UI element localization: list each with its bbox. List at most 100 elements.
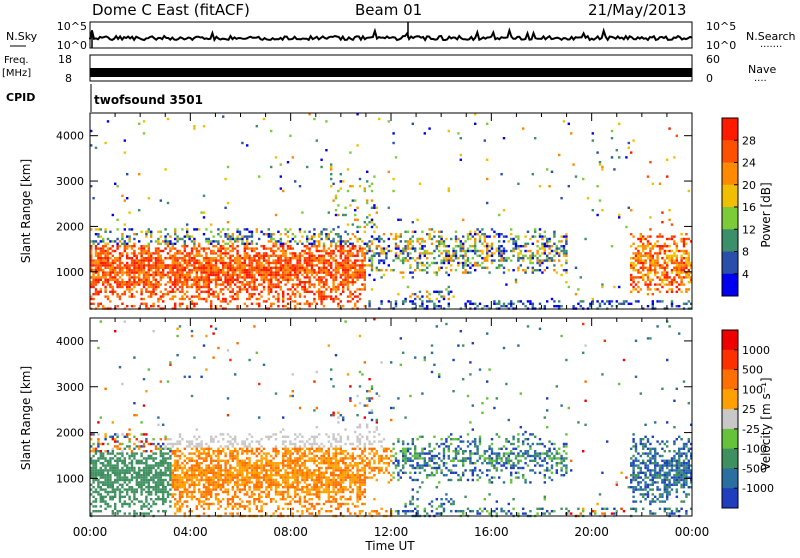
- range-cell: [184, 240, 186, 242]
- range-cell: [102, 281, 104, 283]
- range-cell: [234, 448, 236, 450]
- range-cell: [152, 488, 154, 490]
- range-cell: [275, 298, 277, 300]
- range-cell: [208, 448, 210, 450]
- range-cell: [203, 281, 205, 283]
- range-cell: [116, 440, 118, 442]
- range-cell: [649, 247, 651, 249]
- range-cell: [248, 503, 250, 505]
- range-cell: [342, 180, 344, 182]
- range-cell: [119, 271, 121, 273]
- range-cell: [306, 276, 308, 278]
- range-cell: [164, 283, 166, 285]
- range-cell: [200, 479, 202, 481]
- range-cell: [656, 264, 658, 266]
- range-cell: [152, 262, 154, 264]
- range-cell: [181, 269, 183, 271]
- range-cell: [172, 243, 174, 245]
- range-cell: [236, 298, 238, 300]
- range-cell: [419, 262, 421, 264]
- range-cell: [119, 488, 121, 490]
- range-cell: [164, 448, 166, 450]
- range-cell: [260, 438, 262, 440]
- range-cell: [126, 436, 128, 438]
- range-cell: [678, 269, 680, 271]
- range-cell: [229, 436, 231, 438]
- colorbar-tick-label: 8: [742, 246, 749, 259]
- range-cell: [676, 267, 678, 269]
- range-cell: [301, 281, 303, 283]
- range-cell: [359, 276, 361, 278]
- range-cell: [479, 235, 481, 237]
- range-cell: [397, 255, 399, 257]
- range-cell: [169, 271, 171, 273]
- range-cell: [169, 267, 171, 269]
- range-cell: [654, 262, 656, 264]
- range-cell: [416, 262, 418, 264]
- range-cell: [548, 247, 550, 249]
- range-cell: [407, 252, 409, 254]
- range-cell: [268, 283, 270, 285]
- range-cell: [114, 493, 116, 495]
- range-cell: [268, 255, 270, 257]
- range-cell: [186, 279, 188, 281]
- range-cell: [664, 269, 666, 271]
- range-cell: [301, 286, 303, 288]
- range-cell: [217, 481, 219, 483]
- range-cell: [198, 484, 200, 486]
- range-cell: [251, 269, 253, 271]
- range-cell: [104, 286, 106, 288]
- range-cell: [227, 476, 229, 478]
- range-cell: [292, 274, 294, 276]
- range-cell: [164, 288, 166, 290]
- range-cell: [167, 276, 169, 278]
- range-cell: [253, 500, 255, 502]
- range-cell: [548, 252, 550, 254]
- range-cell: [140, 250, 142, 252]
- range-cell: [517, 245, 519, 247]
- range-cell: [222, 448, 224, 450]
- range-cell: [241, 267, 243, 269]
- range-cell: [688, 288, 690, 290]
- range-cell: [270, 281, 272, 283]
- y-tick-label: 2000: [56, 220, 84, 233]
- range-cell: [347, 252, 349, 254]
- range-cell: [448, 252, 450, 254]
- range-cell: [172, 493, 174, 495]
- range-cell: [565, 269, 567, 271]
- range-cell: [145, 252, 147, 254]
- range-cell: [644, 238, 646, 240]
- range-cell: [637, 238, 639, 240]
- range-cell: [292, 252, 294, 254]
- range-cell: [260, 262, 262, 264]
- range-cell: [368, 264, 370, 266]
- range-cell: [296, 286, 298, 288]
- range-cell: [100, 498, 102, 500]
- range-cell: [208, 469, 210, 471]
- range-cell: [508, 269, 510, 271]
- range-cell: [136, 476, 138, 478]
- range-cell: [128, 467, 130, 469]
- range-cell: [644, 252, 646, 254]
- range-cell: [392, 178, 394, 180]
- range-cell: [337, 286, 339, 288]
- range-cell: [260, 484, 262, 486]
- range-cell: [544, 252, 546, 254]
- range-cell: [352, 281, 354, 283]
- range-cell: [224, 479, 226, 481]
- range-cell: [224, 276, 226, 278]
- range-cell: [270, 238, 272, 240]
- range-cell: [539, 247, 541, 249]
- range-cell: [205, 240, 207, 242]
- range-cell: [138, 486, 140, 488]
- range-cell: [155, 452, 157, 454]
- range-cell: [179, 464, 181, 466]
- range-cell: [253, 247, 255, 249]
- range-cell: [179, 484, 181, 486]
- range-cell: [635, 255, 637, 257]
- range-cell: [212, 240, 214, 242]
- range-cell: [97, 443, 99, 445]
- range-cell: [474, 231, 476, 233]
- range-cell: [474, 240, 476, 242]
- range-cell: [325, 298, 327, 300]
